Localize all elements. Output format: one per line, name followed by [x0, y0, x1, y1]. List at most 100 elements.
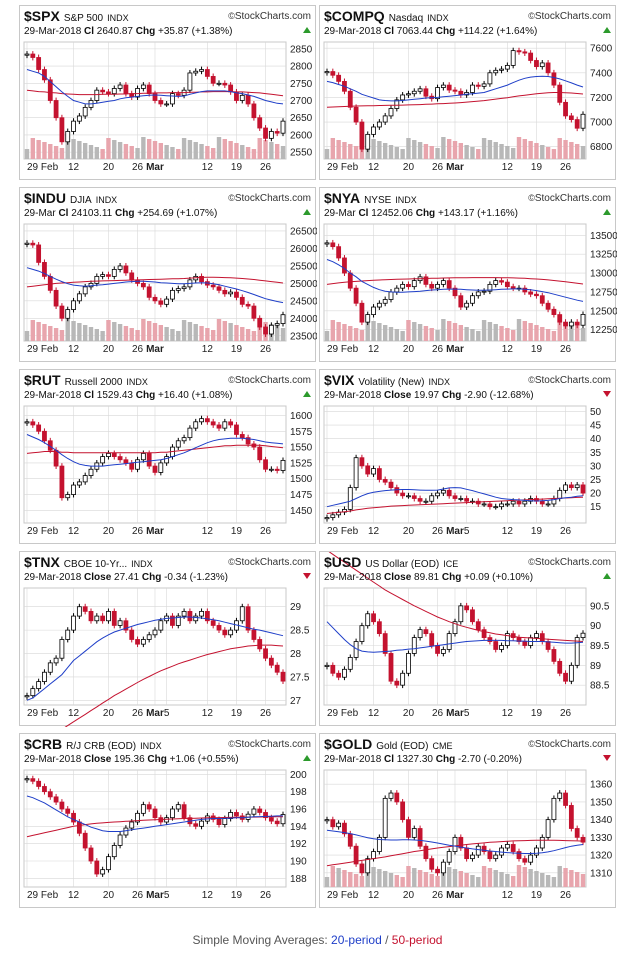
- volume-bar: [516, 865, 522, 887]
- candle-body: [504, 503, 510, 506]
- chart-panel-rut[interactable]: 1600 1575 1550 1525 1500 1475 1450 29 Feb 12 20 26…: [19, 369, 316, 544]
- chart-panel-spx[interactable]: 2850 2800 2750 2700 2650 2600 2550 29 Feb 12 20 26…: [19, 5, 316, 180]
- candle-body: [423, 629, 429, 635]
- copyright-icon: ©: [228, 375, 235, 385]
- candle-body: [510, 633, 516, 638]
- candle-body: [42, 786, 47, 793]
- volume-bar: [452, 323, 458, 341]
- candle-body: [458, 498, 464, 500]
- sma50-line: [326, 496, 584, 514]
- candle-body: [568, 321, 574, 327]
- candle-body: [268, 324, 274, 335]
- up-arrow-icon: [603, 573, 611, 579]
- y-tick-label: 13500: [590, 231, 617, 242]
- candle-body: [353, 106, 359, 123]
- y-tick-label: 12750: [590, 287, 617, 298]
- chg-value: +0.09 (+0.10%): [461, 572, 534, 583]
- volume-bar: [330, 320, 336, 341]
- sma50-line: [26, 89, 284, 97]
- y-tick-label: 2800: [290, 62, 313, 73]
- candle-body: [94, 860, 100, 875]
- candle-body: [557, 84, 563, 103]
- symbol-name: Russell 2000: [64, 377, 123, 388]
- symbol: $CRB R/J CRB (EOD) INDX: [24, 736, 162, 752]
- chart-header: $COMPQ Nasdaq INDX ©StockCharts.com 29-Mar-2…: [324, 8, 611, 42]
- candle-body: [53, 449, 59, 467]
- candle-body: [382, 115, 388, 123]
- candle-body: [193, 70, 199, 74]
- close-value: 2640.87: [94, 26, 136, 37]
- candle-body: [268, 657, 274, 666]
- symbol: $TNX CBOE 10-Yr... INDX: [24, 554, 153, 570]
- volume-bar: [88, 327, 94, 341]
- sma50-line: [26, 444, 284, 454]
- candle-body: [336, 74, 342, 82]
- y-tick-label: 2700: [290, 96, 313, 107]
- candle-body: [94, 615, 100, 622]
- candle-body: [411, 828, 417, 838]
- y-tick-label: 28.5: [290, 626, 310, 637]
- volume-bar: [181, 138, 187, 159]
- volume-bar: [574, 144, 580, 159]
- candle-body: [257, 317, 263, 328]
- quote-line: 29-Mar-2018 Close 27.41 Chg -0.34 (-1.23…: [24, 572, 228, 583]
- source-watermark: ©StockCharts.com: [528, 11, 611, 22]
- candle-body: [59, 639, 65, 659]
- symbol-ticker: $COMPQ: [324, 8, 385, 24]
- chart-panel-gold[interactable]: 1360 1350 1340 1330 1320 1310 29 Feb 12 20 26 Mar 1…: [319, 733, 616, 908]
- candle-body: [347, 272, 353, 289]
- volume-bar: [240, 145, 245, 159]
- candle-body: [452, 89, 458, 92]
- candle-body: [146, 634, 152, 640]
- volume-bar: [205, 146, 210, 159]
- chart-panel-nya[interactable]: 13500 13250 13000 12750 12500 12250 29 Feb 12 20…: [319, 187, 617, 362]
- candle-body: [371, 126, 376, 135]
- x-tick-label: 26: [560, 708, 572, 719]
- volume-bar: [280, 146, 286, 159]
- chart-panel-vix[interactable]: 50 45 40 35 30 25 20 15 29 Feb 12 20 26 Mar 5 12 19 26 $V…: [319, 369, 616, 544]
- source-label: StockCharts.com: [534, 557, 611, 568]
- candle-body: [499, 645, 504, 650]
- x-tick-label: 12: [502, 890, 514, 901]
- volume-bar: [228, 323, 233, 341]
- candle-body: [199, 820, 204, 827]
- close-label: Close: [384, 572, 412, 583]
- candle-body: [557, 792, 563, 799]
- volume-bar: [580, 328, 586, 341]
- candle-body: [417, 629, 423, 638]
- chart-panel-compq[interactable]: 7600 7400 7200 7000 6800 29 Feb 12 20 26 Mar 12 19 2…: [319, 5, 616, 180]
- chart-header: $VIX Volatility (New) INDX ©StockCharts.com…: [324, 372, 611, 406]
- volume-bar: [429, 328, 434, 341]
- volume-bar: [342, 324, 347, 341]
- x-tick-label: 12: [202, 890, 214, 901]
- candle-body: [47, 662, 53, 673]
- x-tick-label: 26: [432, 708, 444, 719]
- candle-body: [239, 434, 245, 439]
- candle-body: [446, 280, 452, 289]
- volume-bar: [557, 866, 562, 887]
- candle-body: [406, 93, 411, 96]
- quote-line: 29-Mar-2018 Close 89.81 Chg +0.09 (+0.10…: [324, 572, 533, 583]
- source-watermark: ©StockCharts.com: [528, 739, 611, 750]
- candle-body: [365, 314, 371, 323]
- volume-bar: [263, 140, 268, 159]
- candle-body: [210, 76, 216, 84]
- candle-body: [111, 269, 117, 277]
- candle-body: [522, 500, 528, 505]
- candle-body: [193, 615, 199, 622]
- candle-body: [522, 51, 528, 54]
- volume-bar: [522, 867, 528, 887]
- copyright-icon: ©: [528, 375, 535, 385]
- candle-body: [475, 84, 481, 87]
- candle-body: [493, 854, 499, 860]
- chart-panel-usd[interactable]: 90.5 90 89.5 89 88.5 29 Feb 12 20 26 Mar 5 12 19 26 $U…: [319, 551, 616, 726]
- close-value: 7063.44: [394, 26, 436, 37]
- volume-bar: [30, 320, 36, 341]
- close-label: Cl: [58, 208, 69, 219]
- chart-panel-indu[interactable]: 26500 26000 25500 25000 24500 24000 23500 29 Fe…: [19, 187, 317, 362]
- chart-panel-crb[interactable]: 200 198 196 194 192 190 188 29 Feb 12 20 26 Mar 5 12 1…: [19, 733, 316, 908]
- volume-bar: [324, 331, 330, 341]
- chart-panel-tnx[interactable]: 29 28.5 28 27.5 27 29 Feb 12 20 26 Mar 5 12 19 26 $TNX…: [19, 551, 316, 727]
